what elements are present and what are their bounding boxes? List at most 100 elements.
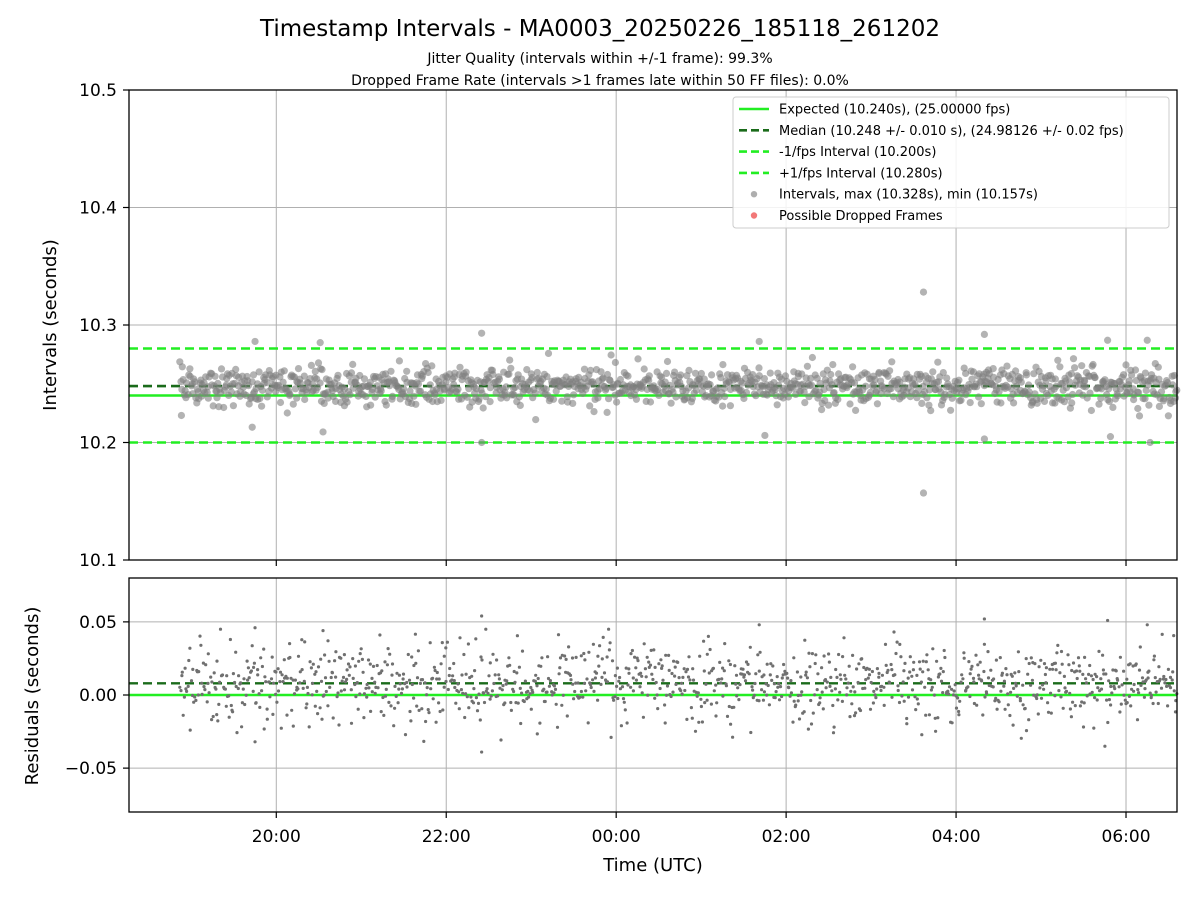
- residual-point: [1070, 668, 1074, 673]
- residual-point: [1152, 658, 1156, 662]
- residual-point: [633, 655, 637, 659]
- residual-point: [908, 655, 912, 659]
- interval-point: [213, 394, 221, 402]
- residual-point: [1051, 667, 1055, 671]
- residual-point: [365, 695, 369, 699]
- residual-point: [655, 693, 659, 697]
- residual-point: [386, 647, 390, 651]
- residual-point: [840, 699, 845, 704]
- residual-point: [857, 662, 861, 666]
- residual-point: [1096, 686, 1100, 690]
- residual-point: [507, 656, 511, 660]
- residual-point: [757, 669, 761, 673]
- residual-point: [684, 670, 688, 674]
- residuals-y-tick-label: −0.05: [65, 759, 117, 779]
- residual-point: [975, 703, 979, 707]
- residual-point: [705, 652, 709, 656]
- residual-point: [915, 697, 919, 701]
- residual-point: [572, 697, 576, 701]
- residual-point: [974, 653, 978, 657]
- interval-point: [1068, 399, 1076, 407]
- residual-point: [1049, 691, 1053, 695]
- residual-point: [805, 676, 810, 680]
- residual-point: [689, 706, 694, 710]
- interval-point: [714, 384, 722, 392]
- residual-point: [900, 694, 904, 698]
- residual-point: [282, 658, 286, 662]
- residual-point: [324, 689, 328, 694]
- residual-point: [418, 681, 422, 686]
- residual-point: [334, 675, 338, 679]
- interval-point: [1097, 394, 1105, 402]
- residual-point: [529, 707, 533, 711]
- interval-point: [708, 371, 716, 379]
- x-tick-label: 22:00: [422, 827, 471, 847]
- residual-point: [241, 687, 245, 691]
- residual-point: [479, 655, 483, 659]
- residual-point: [947, 692, 951, 696]
- residuals-points: [178, 614, 1179, 754]
- residual-point: [780, 676, 784, 680]
- residual-point: [931, 647, 935, 651]
- residual-point: [482, 700, 487, 705]
- interval-point: [232, 365, 240, 373]
- residual-point: [1139, 683, 1143, 688]
- residual-point: [998, 656, 1002, 660]
- residual-point: [969, 667, 973, 671]
- residual-point: [650, 672, 654, 676]
- residual-point: [1161, 677, 1166, 681]
- interval-point: [516, 401, 524, 409]
- interval-point: [388, 392, 397, 400]
- interval-point: [989, 365, 997, 373]
- residual-point: [433, 668, 437, 673]
- x-tick-label: 00:00: [592, 827, 641, 847]
- residual-point: [365, 682, 369, 687]
- residual-point: [396, 701, 400, 705]
- residual-point: [676, 660, 680, 665]
- residual-point: [303, 640, 307, 644]
- residual-point: [889, 662, 893, 667]
- residual-point: [245, 659, 249, 663]
- residual-point: [459, 688, 463, 692]
- interval-point: [589, 380, 598, 388]
- residual-point: [192, 700, 196, 704]
- residual-point: [1016, 650, 1021, 654]
- residual-point: [305, 685, 309, 690]
- residual-point: [205, 700, 209, 704]
- interval-point: [962, 369, 970, 377]
- residual-point: [360, 657, 364, 662]
- residual-point: [439, 662, 443, 666]
- residual-point: [936, 675, 941, 679]
- interval-point: [227, 388, 235, 396]
- residual-point: [875, 667, 880, 671]
- interval-point: [726, 402, 735, 410]
- residual-point: [453, 685, 457, 690]
- residual-point: [392, 724, 396, 728]
- residual-point: [518, 686, 522, 691]
- residual-point: [414, 661, 418, 665]
- residual-point: [924, 713, 928, 717]
- residual-point: [270, 655, 274, 659]
- residual-point: [408, 709, 412, 714]
- interval-point: [1022, 371, 1031, 379]
- residual-point: [1038, 686, 1042, 690]
- residual-point: [1093, 696, 1097, 700]
- interval-point: [549, 395, 558, 403]
- interval-point: [209, 402, 217, 410]
- interval-point: [781, 372, 790, 380]
- residual-point: [902, 699, 906, 703]
- residual-point: [906, 676, 910, 680]
- residual-point: [659, 658, 663, 662]
- residual-point: [1132, 689, 1136, 693]
- residual-point: [434, 720, 438, 724]
- residual-point: [505, 679, 509, 683]
- residual-point: [196, 693, 200, 697]
- interval-point: [229, 402, 237, 410]
- residual-point: [593, 676, 598, 680]
- residual-point: [855, 667, 859, 671]
- interval-point: [607, 351, 615, 359]
- residual-point: [209, 675, 213, 679]
- residual-point: [1091, 677, 1095, 682]
- residual-point: [326, 639, 330, 643]
